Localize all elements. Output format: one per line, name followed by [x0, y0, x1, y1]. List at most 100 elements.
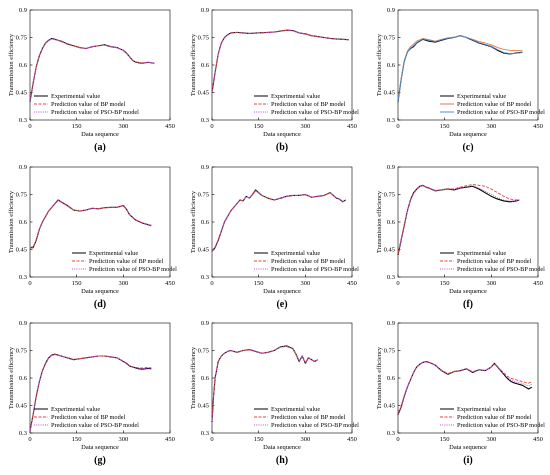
y-tick-label: 0.6 [201, 62, 210, 69]
legend-label: Experimental value [457, 93, 506, 100]
series-line [397, 35, 523, 102]
series-line [397, 35, 523, 101]
y-tick-label: 0.9 [201, 7, 209, 14]
legend-label: Prediction value of BP model [51, 101, 126, 108]
y-tick-label: 0.6 [201, 375, 210, 382]
y-tick-label: 0.3 [19, 430, 27, 437]
series-line [29, 353, 152, 431]
y-tick-label: 0.75 [198, 35, 209, 42]
chart-panel: 0.3 0.45 0.6 0.75 0.9 0 150 300 450 Data sequence… [376, 164, 545, 310]
x-tick-label: 150 [440, 436, 450, 443]
y-axis-title: Transmission efficiency [376, 190, 383, 253]
x-axis-title: Data sequence [449, 131, 487, 138]
x-axis-title: Data sequence [81, 131, 119, 138]
y-tick-label: 0.3 [201, 117, 209, 124]
legend-label: Prediction value of PSO-BP model [457, 109, 545, 116]
y-tick-label: 0.45 [198, 90, 209, 97]
chart-panel: 0.3 0.45 0.6 0.75 0.9 0 150 300 450 Data sequence… [190, 7, 359, 153]
x-tick-label: 0 [396, 280, 399, 287]
series-line [211, 29, 349, 93]
x-tick-label: 0 [210, 123, 213, 130]
chart-panel: 0.3 0.45 0.6 0.75 0.9 0 150 300 450 Data sequence… [8, 164, 177, 310]
series-line [211, 190, 346, 252]
x-tick-label: 300 [486, 436, 496, 443]
panel-label: (a) [94, 142, 106, 153]
x-tick-label: 150 [254, 123, 264, 130]
legend-label: Prediction value of PSO-BP model [271, 109, 359, 116]
legend-label: Prediction value of BP model [271, 414, 346, 421]
legend-label: Prediction value of BP model [457, 414, 532, 421]
y-tick-label: 0.9 [19, 164, 27, 171]
legend-label: Experimental value [51, 93, 100, 100]
x-tick-label: 150 [254, 280, 264, 287]
panel-label: (e) [276, 299, 287, 310]
y-tick-label: 0.3 [387, 430, 395, 437]
y-tick-label: 0.45 [198, 247, 209, 254]
y-tick-label: 0.6 [19, 62, 28, 69]
legend-label: Prediction value of BP model [51, 414, 126, 421]
x-axis-title: Data sequence [81, 444, 119, 451]
x-tick-label: 300 [118, 436, 128, 443]
y-tick-label: 0.75 [16, 348, 27, 355]
legend-label: Prediction value of PSO-BP model [271, 266, 359, 273]
y-tick-label: 0.6 [387, 375, 396, 382]
series-line [211, 345, 319, 422]
panel-label: (h) [276, 455, 288, 466]
y-tick-label: 0.75 [384, 192, 395, 199]
series-line [29, 200, 152, 248]
legend-label: Prediction value of PSO-BP model [51, 422, 139, 429]
panel-label: (f) [463, 299, 473, 310]
y-tick-label: 0.75 [198, 348, 209, 355]
y-axis-title: Transmission efficiency [8, 190, 15, 253]
y-tick-label: 0.3 [201, 274, 209, 281]
series-line [397, 361, 532, 414]
y-tick-label: 0.9 [19, 320, 27, 327]
x-tick-label: 0 [28, 123, 31, 130]
y-tick-label: 0.3 [19, 274, 27, 281]
y-tick-label: 0.45 [384, 90, 395, 97]
y-tick-label: 0.75 [198, 192, 209, 199]
x-tick-label: 450 [533, 123, 543, 130]
series-line [29, 37, 155, 102]
legend-label: Experimental value [457, 250, 506, 257]
legend-label: Prediction value of BP model [457, 258, 532, 265]
x-tick-label: 450 [347, 280, 357, 287]
x-tick-label: 150 [254, 436, 264, 443]
x-tick-label: 450 [165, 436, 175, 443]
x-tick-label: 150 [440, 123, 450, 130]
x-tick-label: 300 [300, 436, 310, 443]
y-tick-label: 0.3 [387, 117, 395, 124]
panel-label: (d) [94, 299, 106, 310]
chart-panel: 0.3 0.45 0.6 0.75 0.9 0 150 300 450 Data sequence… [8, 7, 175, 153]
legend-label: Experimental value [271, 250, 320, 257]
x-tick-label: 0 [396, 436, 399, 443]
x-tick-label: 0 [28, 280, 31, 287]
series-line [29, 38, 155, 101]
legend-label: Prediction value of BP model [271, 258, 346, 265]
y-tick-label: 0.3 [19, 117, 27, 124]
y-tick-label: 0.45 [198, 403, 209, 410]
y-tick-label: 0.9 [387, 320, 395, 327]
y-axis-title: Transmission efficiency [8, 346, 15, 409]
legend-label: Experimental value [271, 406, 320, 413]
y-tick-label: 0.75 [384, 348, 395, 355]
series-line [211, 29, 349, 92]
x-tick-label: 300 [300, 280, 310, 287]
x-axis-title: Data sequence [263, 444, 301, 451]
x-tick-label: 300 [300, 123, 310, 130]
y-tick-label: 0.75 [384, 35, 395, 42]
y-tick-label: 0.45 [16, 90, 27, 97]
x-axis-title: Data sequence [263, 288, 301, 295]
x-axis-title: Data sequence [449, 288, 487, 295]
chart-panel: 0.3 0.45 0.6 0.75 0.9 0 150 300 450 Data sequence… [8, 320, 175, 466]
y-tick-label: 0.45 [16, 403, 27, 410]
x-tick-label: 450 [165, 280, 175, 287]
